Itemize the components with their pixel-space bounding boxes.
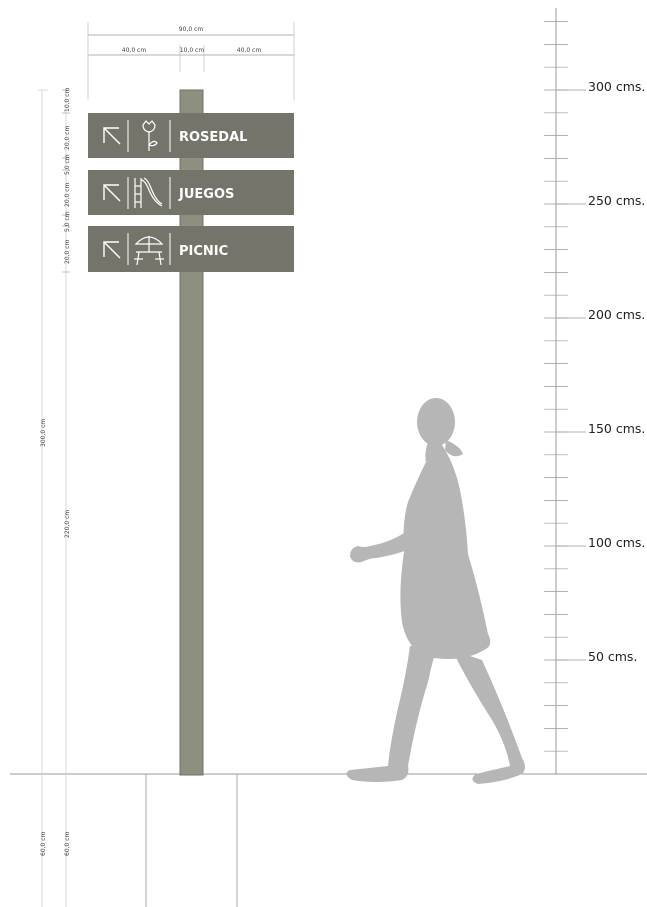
scale-label-300: 300 cms. [588,79,645,94]
top-dimensions: 90,0 cm 40,0 cm 10,0 cm 40,0 cm [87,22,295,100]
left-dimensions: 10,0 cm 20,0 cm 5,0 cm 20,0 cm 5,0 cm 20… [38,87,71,907]
walking-person-icon [346,398,525,784]
ground [10,773,647,907]
sign-label: PICNIC [179,244,228,259]
arrow-up-left-icon [103,127,121,145]
flower-icon [142,120,158,151]
sign-panel-background [88,170,294,215]
scale-label-50: 50 cms. [588,649,637,664]
height-scale: 300 cms. 250 cms. 200 cms. 150 cms. 100 … [544,8,645,774]
dim-gap-1: 5,0 cm [64,154,71,175]
dim-foundation-right: 60,0 cm [64,831,71,856]
sign-panel-rosedal: ROSEDAL [88,113,294,158]
dim-panel-1: 20,0 cm [64,125,71,150]
arrow-up-left-icon [103,184,121,202]
dim-lower-height: 220,0 cm [64,510,71,538]
dim-right-panel-width: 40,0 cm [237,47,262,54]
dim-foundation-left: 60,0 cm [40,831,47,856]
scale-label-100: 100 cms. [588,535,645,550]
picnic-table-icon [134,236,164,266]
dim-left-panel-width: 40,0 cm [122,47,147,54]
scale-label-250: 250 cms. [588,193,645,208]
dim-gap-2: 5,0 cm [64,211,71,232]
dim-panel-3: 20,0 cm [64,239,71,264]
dim-top-cap: 10,0 cm [64,87,71,112]
scale-label-200: 200 cms. [588,307,645,322]
scale-ticks [544,21,568,752]
dim-post-width: 10,0 cm [180,47,205,54]
dim-panel-2: 20,0 cm [64,182,71,207]
sign-panel-juegos: JUEGOS [88,170,294,215]
dim-total-height: 300,0 cm [40,419,47,447]
sign-panel-background [88,113,294,158]
scale-label-150: 150 cms. [588,421,645,436]
arrow-up-left-icon [103,241,121,259]
sign-panel-picnic: PICNIC [88,226,294,272]
sign-label: JUEGOS [178,187,234,202]
sign-panel-background [88,226,294,272]
slide-icon [134,177,163,208]
dim-total-width: 90,0 cm [179,26,204,33]
sign-label: ROSEDAL [179,130,247,145]
